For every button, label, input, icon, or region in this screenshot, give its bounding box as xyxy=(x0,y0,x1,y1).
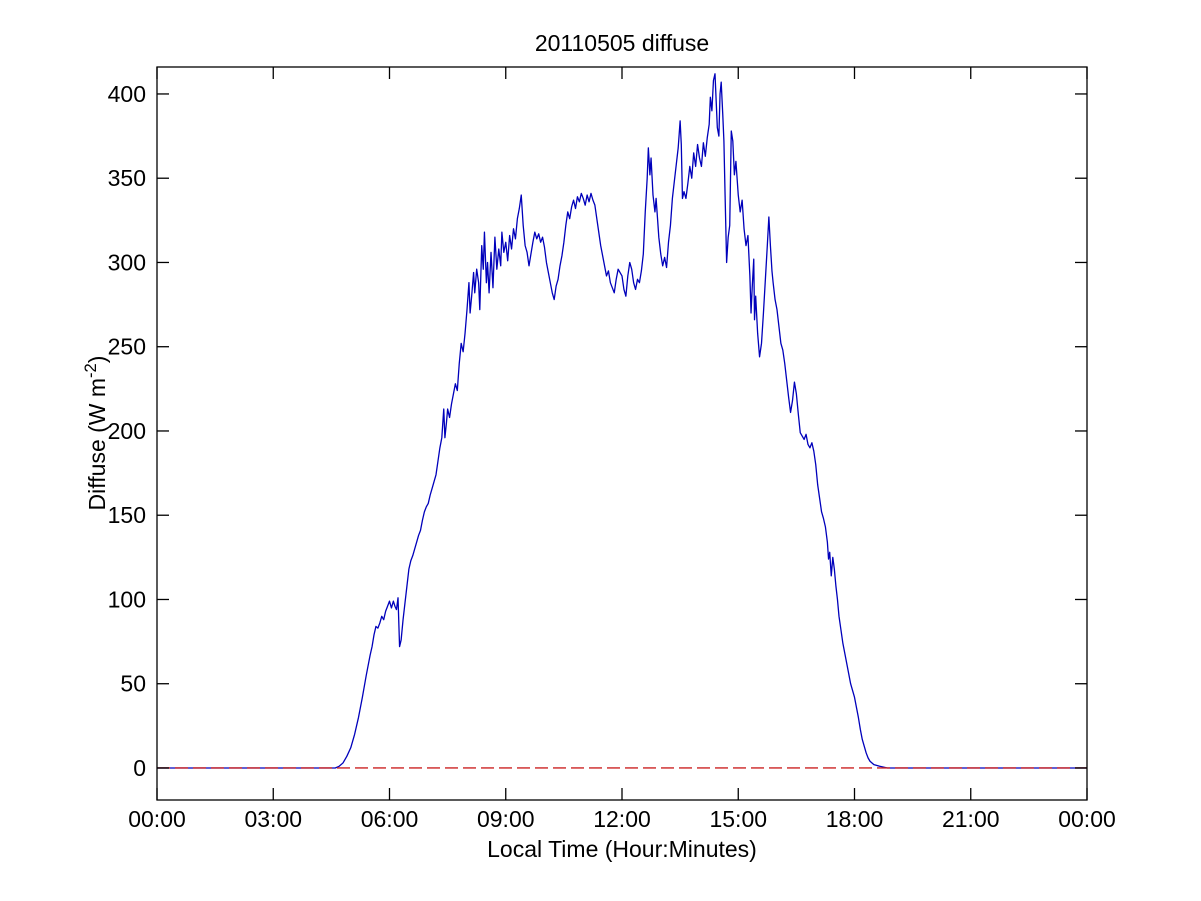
y-tick-label: 400 xyxy=(108,81,146,107)
chart-title: 20110505 diffuse xyxy=(534,30,710,56)
y-tick-label: 50 xyxy=(120,671,146,697)
x-tick-label: 09:00 xyxy=(477,806,535,832)
axes-box xyxy=(156,66,1088,801)
y-axis-label-text: Diffuse (W m xyxy=(83,377,110,511)
x-tick-label: 00:00 xyxy=(1058,806,1116,832)
x-tick-label: 12:00 xyxy=(593,806,651,832)
x-tick-label: 06:00 xyxy=(361,806,419,832)
y-axis-label-close: ) xyxy=(83,355,110,364)
y-axis-label: Diffuse (W m-2) xyxy=(81,356,111,511)
x-axis-label: Local Time (Hour:Minutes) xyxy=(487,836,757,862)
x-tick-label: 03:00 xyxy=(244,806,302,832)
y-tick-label: 150 xyxy=(108,502,146,528)
x-tick-label: 18:00 xyxy=(826,806,884,832)
y-tick-label: 350 xyxy=(108,165,146,191)
x-tick-label: 00:00 xyxy=(128,806,186,832)
x-tick-label: 15:00 xyxy=(709,806,767,832)
y-tick-label: 100 xyxy=(108,586,146,612)
x-tick-label: 21:00 xyxy=(942,806,1000,832)
diffuse-irradiance-line xyxy=(157,73,1087,769)
y-axis-label-exponent: -2 xyxy=(81,363,101,378)
y-tick-label: 300 xyxy=(108,249,146,275)
y-tick-label: 0 xyxy=(133,755,146,781)
y-tick-label: 200 xyxy=(108,418,146,444)
y-tick-label: 250 xyxy=(108,334,146,360)
